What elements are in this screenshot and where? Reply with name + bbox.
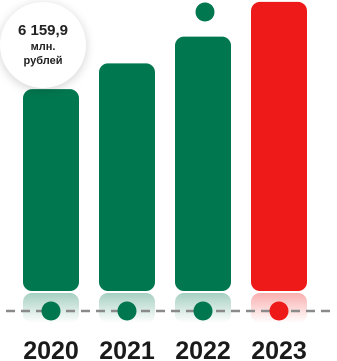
- callout-unit-line2: рублей: [23, 55, 63, 67]
- markers-group: [41, 2, 289, 321]
- baseline-marker-2022: [193, 301, 213, 321]
- bar-2022: [175, 36, 231, 291]
- baseline-marker-2020: [41, 301, 61, 321]
- baseline-marker-2023: [269, 301, 289, 321]
- year-label-2020: 2020: [23, 337, 79, 361]
- baseline-marker-2021: [117, 301, 137, 321]
- callout-unit-line1: млн.: [30, 41, 56, 53]
- bar-2020: [23, 89, 79, 291]
- year-labels-group: 2020 2021 2022 2023: [23, 337, 307, 361]
- accent-dot: [195, 2, 215, 22]
- value-callout: 6 159,9 млн. рублей: [0, 2, 86, 88]
- callout-value: 6 159,9: [17, 22, 69, 39]
- year-label-2022: 2022: [175, 337, 231, 361]
- bar-2021: [99, 63, 155, 292]
- year-label-2021: 2021: [99, 337, 155, 361]
- bar-2023: [251, 1, 307, 292]
- year-label-2023: 2023: [251, 337, 307, 361]
